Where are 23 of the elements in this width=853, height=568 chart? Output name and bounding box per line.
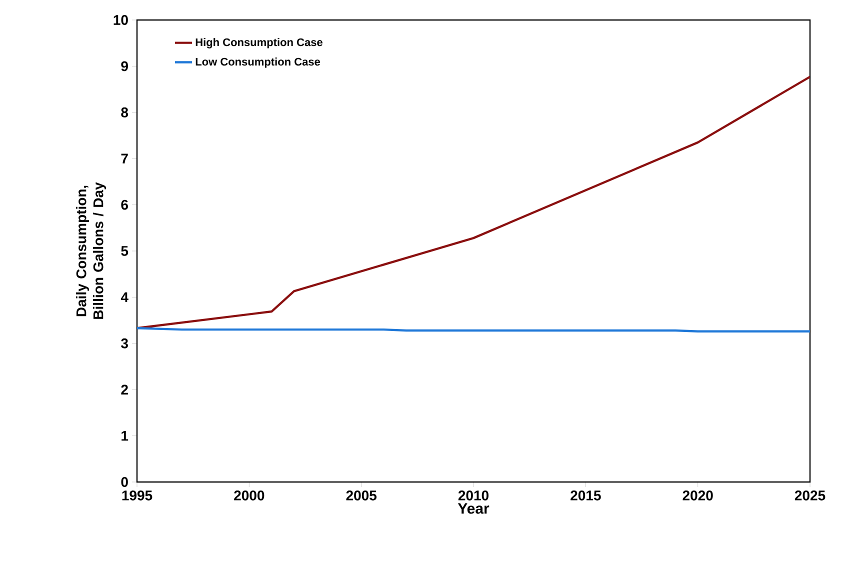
- x-tick-label: 2015: [570, 490, 601, 500]
- y-tick-label: 1: [122, 430, 128, 441]
- x-tick-label: 2025: [794, 490, 826, 500]
- y-tick-label: 3: [121, 338, 128, 348]
- legend-label: Low Consumption Case: [196, 58, 320, 68]
- x-tick-label: 2010: [458, 490, 488, 500]
- y-axis-title: Daily Consumption, Billion Gallons / Day: [76, 182, 106, 319]
- y-tick-label: 7: [121, 154, 128, 164]
- legend-label: High Consumption Case: [196, 38, 322, 48]
- x-tick-label: 1995: [122, 490, 152, 500]
- y-tick-label: 10: [114, 15, 128, 25]
- line-series: [137, 76, 810, 330]
- y-tick-label: 4: [120, 292, 128, 302]
- y-tick-label: 2: [121, 384, 128, 394]
- x-tick-label: 2005: [346, 490, 377, 500]
- x-axis-title: Year: [458, 503, 490, 514]
- y-tick-label: 6: [121, 200, 128, 210]
- x-tick-label: 2000: [234, 490, 264, 500]
- y-tick-label: 8: [121, 107, 128, 118]
- y-tick-label: 5: [121, 246, 128, 256]
- y-tick-label: 0: [121, 477, 128, 487]
- x-tick-label: 2020: [682, 490, 713, 500]
- y-tick-label: 9: [121, 61, 128, 72]
